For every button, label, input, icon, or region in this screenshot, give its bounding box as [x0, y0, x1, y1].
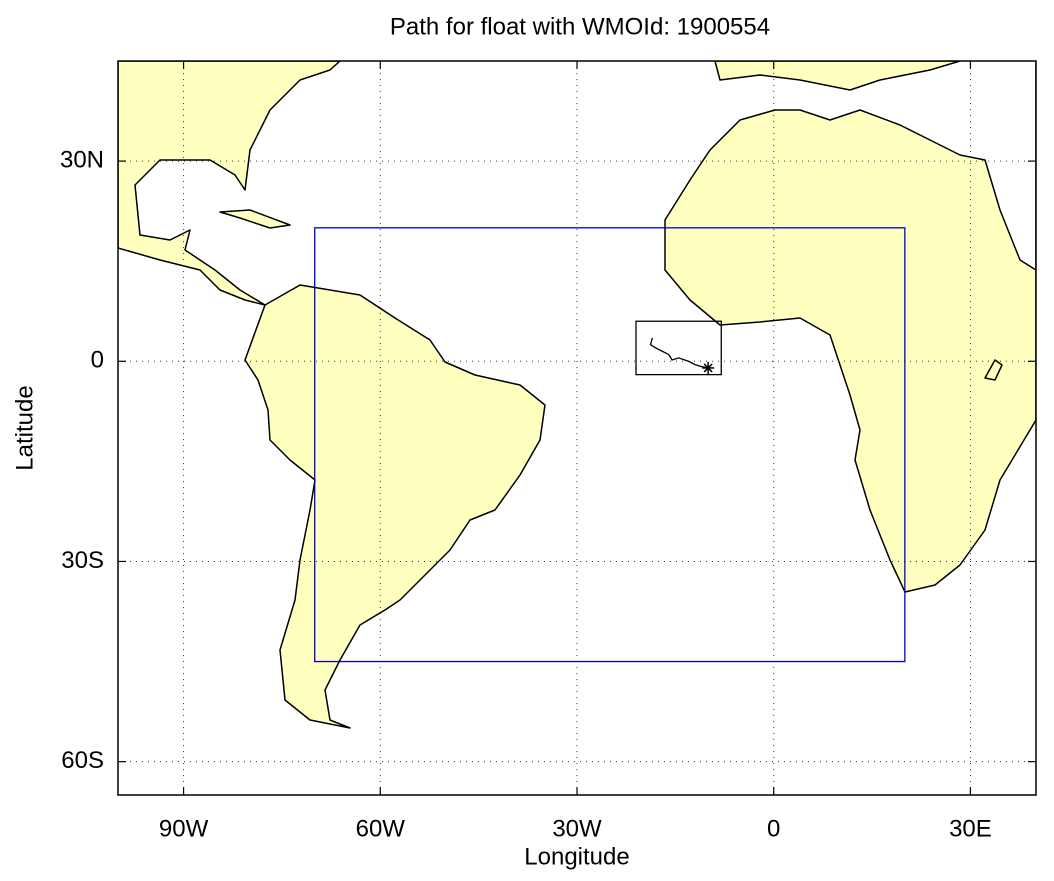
- float-last-position: [702, 361, 715, 374]
- south-america: [244, 284, 546, 729]
- africa: [664, 61, 1036, 593]
- land: [118, 61, 1036, 729]
- x-tick-label: 0: [767, 815, 780, 842]
- madagascar: [984, 359, 1003, 381]
- y-tick-label: 60S: [61, 747, 104, 774]
- north-america: [118, 61, 341, 306]
- y-tick-label: 30N: [60, 146, 104, 173]
- europe: [714, 61, 961, 91]
- star-stroke: [703, 363, 713, 373]
- analysis-region: [314, 227, 906, 663]
- y-tick-label: 30S: [61, 547, 104, 574]
- chart-title: Path for float with WMOId: 1900554: [390, 13, 770, 40]
- x-tick-label: 30W: [552, 815, 602, 842]
- float-box: [635, 320, 722, 376]
- x-tick-label: 90W: [159, 815, 209, 842]
- x-tick-label: 60W: [356, 815, 406, 842]
- x-axis-label: Longitude: [524, 843, 629, 870]
- cuba: [219, 209, 291, 229]
- float-path: [649, 337, 709, 369]
- x-tick-label: 30E: [949, 815, 992, 842]
- y-axis-label: Latitude: [11, 385, 38, 470]
- y-tick-label: 0: [91, 347, 104, 374]
